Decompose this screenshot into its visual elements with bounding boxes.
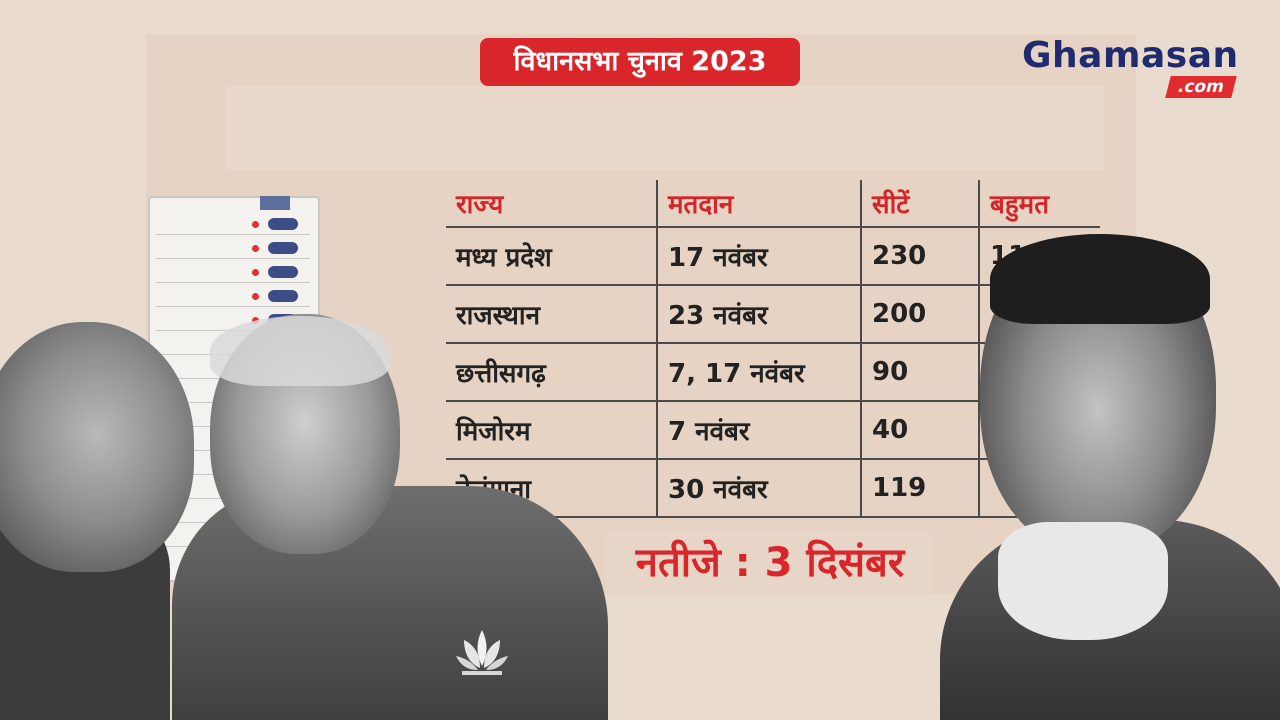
header-seats: सीटें: [861, 180, 980, 228]
cell-seats: 230: [861, 227, 980, 286]
logo-wordmark: Ghamasan: [1022, 35, 1239, 76]
evm-indicator: [260, 196, 290, 210]
headline-badge: विधानसभा चुनाव 2023: [480, 38, 800, 86]
evm-row: [156, 262, 310, 283]
evm-row: [156, 214, 310, 235]
panel-strip: [226, 86, 1104, 170]
cell-date: 30 नवंबर: [657, 459, 862, 518]
cell-state: राजस्थान: [446, 285, 658, 344]
cell-seats: 119: [861, 459, 980, 518]
table-header-row: राज्य मतदान सीटें बहुमत: [446, 180, 1100, 228]
header-state: राज्य: [446, 180, 658, 228]
ghamasan-logo[interactable]: Ghamasan .com: [1022, 36, 1252, 102]
left-person-photo: [0, 322, 194, 572]
right-person-mask: [998, 522, 1168, 640]
evm-row: [156, 238, 310, 259]
cell-date: 7 नवंबर: [657, 401, 862, 460]
evm-row: [156, 286, 310, 307]
cell-seats: 40: [861, 401, 980, 460]
cell-date: 17 नवंबर: [657, 227, 862, 286]
cell-seats: 90: [861, 343, 980, 402]
right-person-hair: [990, 234, 1210, 324]
cell-date: 23 नवंबर: [657, 285, 862, 344]
header-polling-date: मतदान: [657, 180, 862, 228]
cell-state: छत्तीसगढ़: [446, 343, 658, 402]
lotus-symbol-icon: [456, 630, 508, 675]
cell-state: मध्य प्रदेश: [446, 227, 658, 286]
cell-state: मिजोरम: [446, 401, 658, 460]
header-majority: बहुमत: [979, 180, 1100, 228]
middle-person-hair: [210, 316, 390, 386]
logo-domain: .com: [1165, 76, 1237, 98]
cell-seats: 200: [861, 285, 980, 344]
cell-date: 7, 17 नवंबर: [657, 343, 862, 402]
result-date-banner: नतीजे : 3 दिसंबर: [606, 531, 934, 595]
